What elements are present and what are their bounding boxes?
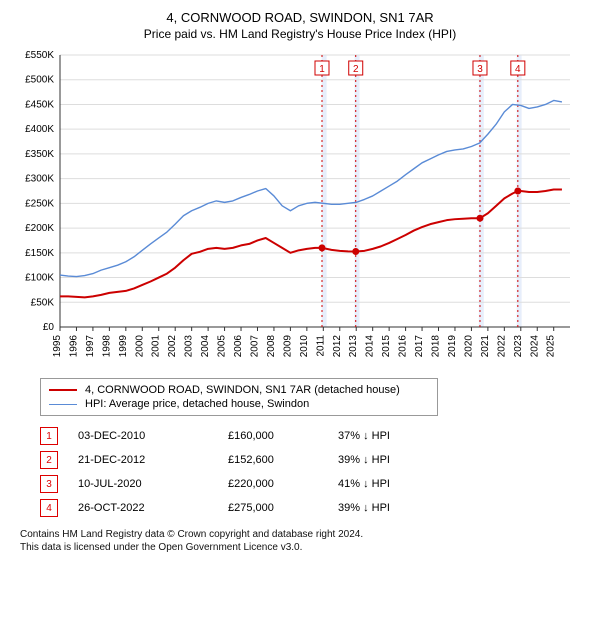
row-date: 03-DEC-2010 [78, 430, 228, 442]
svg-text:1995: 1995 [52, 335, 63, 358]
svg-text:2004: 2004 [200, 335, 211, 358]
svg-text:2: 2 [353, 64, 359, 75]
svg-text:£500K: £500K [25, 75, 54, 86]
svg-text:£200K: £200K [25, 223, 54, 234]
svg-text:2011: 2011 [315, 335, 326, 357]
svg-text:£550K: £550K [25, 50, 54, 61]
svg-text:4: 4 [515, 64, 521, 75]
svg-text:2002: 2002 [167, 335, 178, 358]
row-delta: 37% ↓ HPI [338, 430, 448, 442]
svg-text:2008: 2008 [266, 335, 277, 358]
row-price: £160,000 [228, 430, 338, 442]
row-date: 21-DEC-2012 [78, 454, 228, 466]
svg-text:£300K: £300K [25, 174, 54, 185]
svg-text:2022: 2022 [496, 335, 507, 358]
svg-text:£50K: £50K [31, 297, 55, 308]
svg-text:1: 1 [319, 64, 325, 75]
svg-text:2000: 2000 [134, 335, 145, 358]
legend: 4, CORNWOOD ROAD, SWINDON, SN1 7AR (deta… [40, 378, 438, 416]
svg-text:2017: 2017 [414, 335, 425, 358]
svg-text:2023: 2023 [513, 335, 524, 358]
svg-text:3: 3 [477, 64, 483, 75]
svg-text:£450K: £450K [25, 99, 54, 110]
svg-text:2007: 2007 [249, 335, 260, 358]
row-delta: 39% ↓ HPI [338, 502, 448, 514]
legend-label: 4, CORNWOOD ROAD, SWINDON, SN1 7AR (deta… [85, 384, 400, 396]
table-row: 3 10-JUL-2020£220,00041% ↓ HPI [40, 472, 520, 496]
svg-text:£150K: £150K [25, 248, 54, 259]
table-row: 4 26-OCT-2022£275,00039% ↓ HPI [40, 496, 520, 520]
svg-text:2019: 2019 [447, 335, 458, 358]
svg-text:2016: 2016 [398, 335, 409, 358]
svg-text:2005: 2005 [217, 335, 228, 358]
row-price: £275,000 [228, 502, 338, 514]
footer-line: This data is licensed under the Open Gov… [20, 541, 590, 554]
legend-row: HPI: Average price, detached house, Swin… [49, 397, 429, 411]
svg-text:2012: 2012 [332, 335, 343, 358]
svg-text:2003: 2003 [184, 335, 195, 358]
svg-text:2010: 2010 [299, 335, 310, 358]
svg-text:2021: 2021 [480, 335, 491, 358]
svg-text:2025: 2025 [546, 335, 557, 358]
row-marker: 1 [40, 427, 58, 445]
svg-text:£250K: £250K [25, 198, 54, 209]
svg-text:1996: 1996 [68, 335, 79, 358]
svg-text:1998: 1998 [101, 335, 112, 358]
footer-line: Contains HM Land Registry data © Crown c… [20, 528, 590, 541]
svg-text:£350K: £350K [25, 149, 54, 160]
svg-text:2001: 2001 [151, 335, 162, 358]
svg-text:2013: 2013 [348, 335, 359, 358]
svg-text:2018: 2018 [431, 335, 442, 358]
row-price: £220,000 [228, 478, 338, 490]
svg-text:1997: 1997 [85, 335, 96, 358]
table-row: 2 21-DEC-2012£152,60039% ↓ HPI [40, 448, 520, 472]
legend-row: 4, CORNWOOD ROAD, SWINDON, SN1 7AR (deta… [49, 383, 429, 397]
svg-text:2024: 2024 [529, 335, 540, 358]
svg-text:2015: 2015 [381, 335, 392, 358]
transactions-table: 1 03-DEC-2010£160,00037% ↓ HPI 2 21-DEC-201… [40, 424, 520, 520]
row-marker: 2 [40, 451, 58, 469]
svg-text:2006: 2006 [233, 335, 244, 358]
legend-label: HPI: Average price, detached house, Swin… [85, 398, 309, 410]
svg-text:1999: 1999 [118, 335, 129, 358]
chart-area: £0 £50K £100K £150K £200K £250K £300K £350K £400… [10, 49, 590, 372]
row-delta: 41% ↓ HPI [338, 478, 448, 490]
legend-swatch [49, 389, 77, 391]
svg-text:2014: 2014 [365, 335, 376, 358]
row-marker: 3 [40, 475, 58, 493]
legend-swatch [49, 404, 77, 405]
chart-svg: £0 £50K £100K £150K £200K £250K £300K £350K £400… [10, 49, 580, 369]
row-price: £152,600 [228, 454, 338, 466]
svg-text:£400K: £400K [25, 124, 54, 135]
svg-text:£0: £0 [43, 322, 55, 333]
svg-text:2009: 2009 [282, 335, 293, 358]
row-marker: 4 [40, 499, 58, 517]
chart-subtitle: Price paid vs. HM Land Registry's House … [10, 27, 590, 41]
footer: Contains HM Land Registry data © Crown c… [20, 528, 590, 554]
chart-title: 4, CORNWOOD ROAD, SWINDON, SN1 7AR [10, 10, 590, 25]
svg-text:£100K: £100K [25, 273, 54, 284]
row-date: 10-JUL-2020 [78, 478, 228, 490]
row-delta: 39% ↓ HPI [338, 454, 448, 466]
table-row: 1 03-DEC-2010£160,00037% ↓ HPI [40, 424, 520, 448]
row-date: 26-OCT-2022 [78, 502, 228, 514]
svg-text:2020: 2020 [463, 335, 474, 358]
